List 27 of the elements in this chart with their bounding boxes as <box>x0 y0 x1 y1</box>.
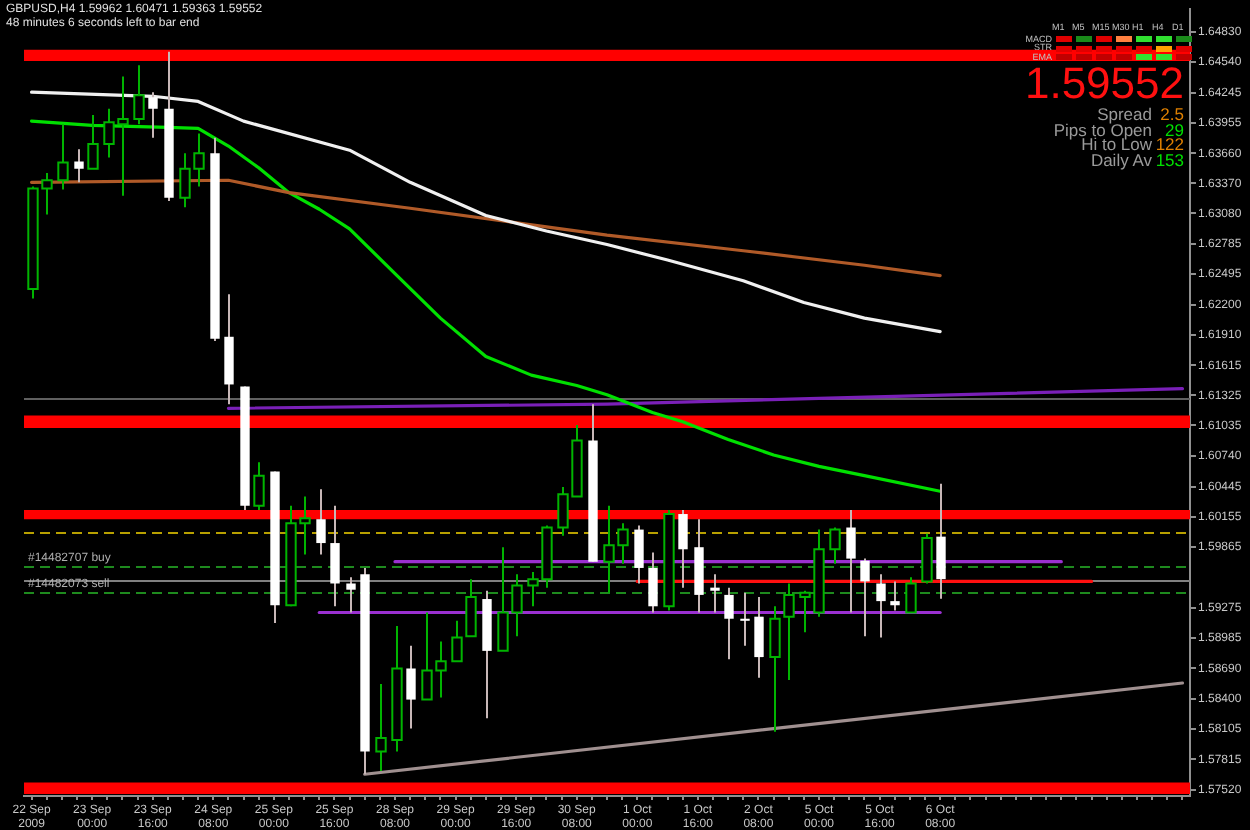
annotation: Spread <box>1097 104 1152 124</box>
candlestick <box>846 508 856 614</box>
candlestick <box>74 148 84 184</box>
annotation: 29 <box>1165 119 1184 139</box>
annotation: 122 <box>1155 134 1184 154</box>
candlestick <box>316 488 326 556</box>
candlestick <box>936 482 946 600</box>
annotation: Daily Av <box>1090 149 1152 169</box>
annotation: 153 <box>1155 149 1184 169</box>
candlestick <box>406 644 416 730</box>
candlestick <box>678 508 688 589</box>
candlestick <box>148 91 158 139</box>
candlestick <box>724 586 734 661</box>
candlestick <box>710 573 720 614</box>
candlestick <box>860 557 870 638</box>
candlestick <box>330 504 340 608</box>
candlestick <box>346 576 356 614</box>
candlestick <box>634 524 644 585</box>
candlestick <box>754 595 764 679</box>
candlestick <box>648 551 658 614</box>
candlestick <box>740 591 750 647</box>
candlestick <box>224 293 234 406</box>
annotation: 2.5 <box>1160 104 1184 124</box>
annotation: 1.59552 <box>1024 58 1184 108</box>
candlestick <box>694 518 704 614</box>
candlestick <box>890 580 900 612</box>
candlestick <box>876 573 886 639</box>
